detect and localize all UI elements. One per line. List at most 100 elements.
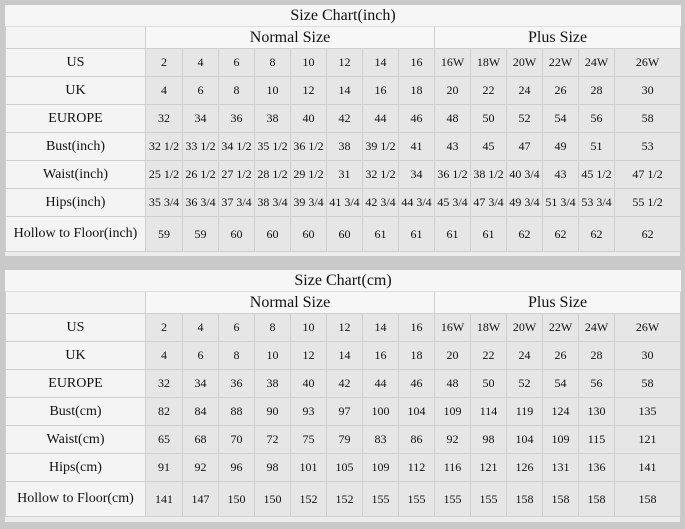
- table-cell: 158: [542, 481, 579, 517]
- table-cell: 36 1/2: [434, 160, 471, 189]
- table-cell: 100: [362, 397, 399, 426]
- row-label: Hollow to Floor(cm): [5, 481, 146, 517]
- table-cell: 42 3/4: [362, 188, 399, 217]
- table-cell: 24: [506, 341, 543, 370]
- table-cell: 49 3/4: [506, 188, 543, 217]
- table-cell: 50: [470, 104, 507, 133]
- table-cell: 54: [542, 369, 579, 398]
- table-cell: 98: [254, 453, 291, 482]
- row-label: Hips(inch): [5, 188, 146, 217]
- table-cell: 24W: [578, 313, 615, 342]
- table-cell: 8: [254, 313, 291, 342]
- table-cell: 60: [254, 216, 291, 252]
- table-row: US 2 4 6 8 10 12 14 16 16W 18W 20W 22W 24W 26W: [5, 48, 682, 77]
- table-cell: 4: [145, 341, 183, 370]
- table-cell: 14: [326, 341, 363, 370]
- table-cell: 32 1/2: [362, 160, 399, 189]
- table-cell: 141: [145, 481, 183, 517]
- row-label: EUROPE: [5, 369, 146, 398]
- table-cell: 26 1/2: [182, 160, 219, 189]
- table-cell: 16W: [434, 48, 471, 77]
- table-cell: 115: [578, 425, 615, 454]
- row-label: US: [5, 313, 146, 342]
- table-cell: 136: [578, 453, 615, 482]
- table-cell: 36 3/4: [182, 188, 219, 217]
- table-cell: 4: [182, 48, 219, 77]
- table-cell: 135: [613, 397, 682, 426]
- table-cell: 12: [326, 313, 363, 342]
- table-cell: 12: [326, 48, 363, 77]
- table-cell: 22: [470, 341, 507, 370]
- table-cell: 26W: [613, 48, 682, 77]
- table-cell: 20W: [506, 313, 543, 342]
- table-cell: 45 3/4: [434, 188, 471, 217]
- table-cell: 30: [613, 76, 682, 105]
- table-cell: 62: [613, 216, 682, 252]
- table-cell: 6: [182, 76, 219, 105]
- table-cell: 61: [398, 216, 435, 252]
- table-cell: 53: [613, 132, 682, 161]
- table-cell: 18: [398, 341, 435, 370]
- table-cell: 91: [145, 453, 183, 482]
- table-cell: 104: [506, 425, 543, 454]
- table-cell: 50: [470, 369, 507, 398]
- table-cell: 60: [326, 216, 363, 252]
- table-cell: 30: [613, 341, 682, 370]
- table-row: UK 4 6 8 10 12 14 16 18 20 22 24 26 28 30: [5, 341, 682, 370]
- table-cell: 97: [326, 397, 363, 426]
- table-cell: 121: [470, 453, 507, 482]
- table-cell: 155: [362, 481, 399, 517]
- table-cell: 6: [218, 48, 255, 77]
- table-cell: 36: [218, 369, 255, 398]
- table-cell: 2: [145, 48, 183, 77]
- row-label: EUROPE: [5, 104, 146, 133]
- table-row: EUROPE 32 34 36 38 40 42 44 46 48 50 52 54 56 58: [5, 369, 682, 398]
- table-cell: 42: [326, 369, 363, 398]
- size-table: Size Chart(cm) Normal Size Plus Size US 2 4 6 8…: [4, 270, 682, 517]
- table-row: Hollow to Floor(inch) 59 59 60 60 60 60 61 61 61 6…: [5, 216, 682, 252]
- table-cell: 150: [218, 481, 255, 517]
- table-row: Hollow to Floor(cm) 141 147 150 150 152 152 155…: [5, 481, 682, 517]
- table-cell: 35 1/2: [254, 132, 291, 161]
- table-cell: 130: [578, 397, 615, 426]
- group-header-row: Normal Size Plus Size: [5, 26, 682, 49]
- table-cell: 26: [542, 76, 579, 105]
- table-cell: 43: [542, 160, 579, 189]
- table-cell: 112: [398, 453, 435, 482]
- table-cell: 16W: [434, 313, 471, 342]
- table-cell: 12: [290, 76, 327, 105]
- table-cell: 24: [506, 76, 543, 105]
- table-cell: 93: [290, 397, 327, 426]
- table-cell: 62: [578, 216, 615, 252]
- size-chart-inch: Size Chart(inch) Normal Size Plus Size US 2 4…: [4, 5, 682, 256]
- table-cell: 28 1/2: [254, 160, 291, 189]
- table-cell: 24W: [578, 48, 615, 77]
- table-cell: 124: [542, 397, 579, 426]
- table-cell: 36 1/2: [290, 132, 327, 161]
- table-cell: 8: [218, 76, 255, 105]
- table-cell: 29 1/2: [290, 160, 327, 189]
- table-cell: 88: [218, 397, 255, 426]
- title-row: Size Chart(cm): [4, 270, 682, 292]
- table-cell: 92: [434, 425, 471, 454]
- table-cell: 55 1/2: [613, 188, 682, 217]
- table-cell: 32: [145, 369, 183, 398]
- table-row: Hips(inch) 35 3/4 36 3/4 37 3/4 38 3/4 39 3/4…: [5, 188, 682, 217]
- row-label: Bust(cm): [5, 397, 146, 426]
- table-cell: 39 1/2: [362, 132, 399, 161]
- table-cell: 104: [398, 397, 435, 426]
- table-cell: 131: [542, 453, 579, 482]
- table-cell: 51: [578, 132, 615, 161]
- table-cell: 109: [434, 397, 471, 426]
- table-cell: 6: [218, 313, 255, 342]
- normal-size-header: Normal Size: [145, 291, 435, 314]
- table-row: Waist(inch) 25 1/2 26 1/2 27 1/2 28 1/2 29 1/…: [5, 160, 682, 189]
- table-cell: 40: [290, 369, 327, 398]
- table-cell: 45: [470, 132, 507, 161]
- table-cell: 28: [578, 341, 615, 370]
- table-cell: 158: [578, 481, 615, 517]
- table-cell: 38 1/2: [470, 160, 507, 189]
- row-label: Waist(inch): [5, 160, 146, 189]
- table-cell: 35 3/4: [145, 188, 183, 217]
- table-cell: 26W: [613, 313, 682, 342]
